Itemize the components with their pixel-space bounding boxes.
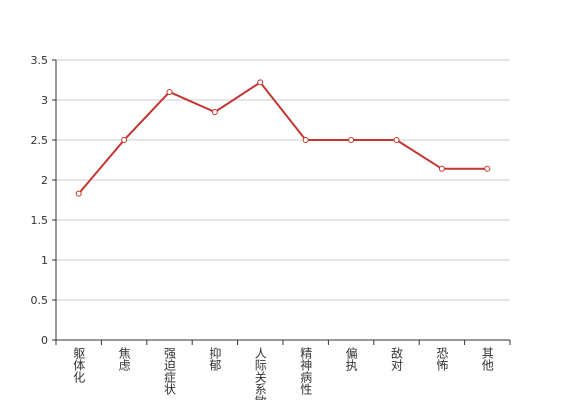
x-tick-label: 精神病性 bbox=[299, 347, 313, 396]
y-tick-label: 2 bbox=[41, 174, 48, 187]
x-tick-label: 抑郁 bbox=[208, 346, 222, 372]
y-tick-label: 0.5 bbox=[31, 294, 49, 307]
point bbox=[121, 137, 128, 143]
point bbox=[257, 79, 264, 86]
point bbox=[484, 165, 491, 172]
x-tick-label: 强迫症状 bbox=[163, 347, 177, 395]
x-tick-label: 恐怖 bbox=[435, 347, 449, 371]
point bbox=[302, 137, 309, 143]
y-tick-label: 3 bbox=[41, 94, 48, 107]
x-tick-label: 焦虑 bbox=[117, 347, 131, 371]
point bbox=[393, 137, 400, 143]
y-tick-label: 2.5 bbox=[31, 134, 49, 147]
y-tick-label: 1 bbox=[41, 254, 48, 267]
x-tick-label: 偏执 bbox=[344, 346, 358, 372]
point bbox=[75, 190, 82, 197]
point bbox=[166, 89, 173, 95]
point bbox=[211, 109, 218, 115]
y-tick-label: 0 bbox=[41, 334, 48, 347]
point bbox=[348, 137, 355, 143]
y-tick-label: 1.5 bbox=[31, 214, 49, 227]
x-tick-label: 躯体化 bbox=[72, 346, 86, 384]
point bbox=[438, 165, 445, 172]
y-tick-label: 3.5 bbox=[31, 54, 49, 67]
x-tick-label: 其他 bbox=[480, 347, 494, 371]
line bbox=[77, 81, 488, 195]
x-tick-label: 敌对 bbox=[390, 346, 404, 371]
x-tick-label: 人际关系敏感 bbox=[253, 347, 267, 400]
